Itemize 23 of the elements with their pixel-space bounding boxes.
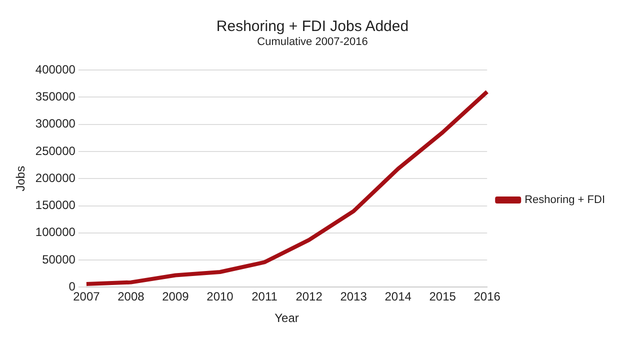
y-tick-label: 50000 <box>42 252 76 266</box>
y-tick-label: 400000 <box>35 62 76 76</box>
x-tick-label: 2010 <box>206 290 234 304</box>
y-tick-label: 300000 <box>35 116 76 131</box>
x-tick-label: 2013 <box>340 290 368 304</box>
chart-title: Reshoring + FDI Jobs Added <box>215 18 410 35</box>
y-tick-label: 250000 <box>35 144 76 158</box>
x-tick-label: 2012 <box>296 290 323 304</box>
x-tick-label: 2011 <box>252 290 278 304</box>
x-tick-label: 2009 <box>162 290 190 304</box>
legend-label: Reshoring + FDI <box>524 194 606 206</box>
y-tick-label: 200000 <box>35 170 76 185</box>
x-tick-label: 2008 <box>118 290 145 304</box>
y-tick-label: 100000 <box>35 225 76 240</box>
y-tick-label: 150000 <box>35 198 76 212</box>
x-tick-label: 2016 <box>474 290 501 304</box>
chart-subtitle: Cumulative 2007-2016 <box>256 36 369 48</box>
x-tick-label: 2007 <box>73 290 100 304</box>
x-tick-label: 2015 <box>429 290 456 304</box>
x-tick-label: 2014 <box>384 290 412 304</box>
y-tick-label: 350000 <box>35 89 76 104</box>
y-axis-title: Jobs <box>14 166 28 192</box>
x-axis-title: Year <box>274 311 299 326</box>
